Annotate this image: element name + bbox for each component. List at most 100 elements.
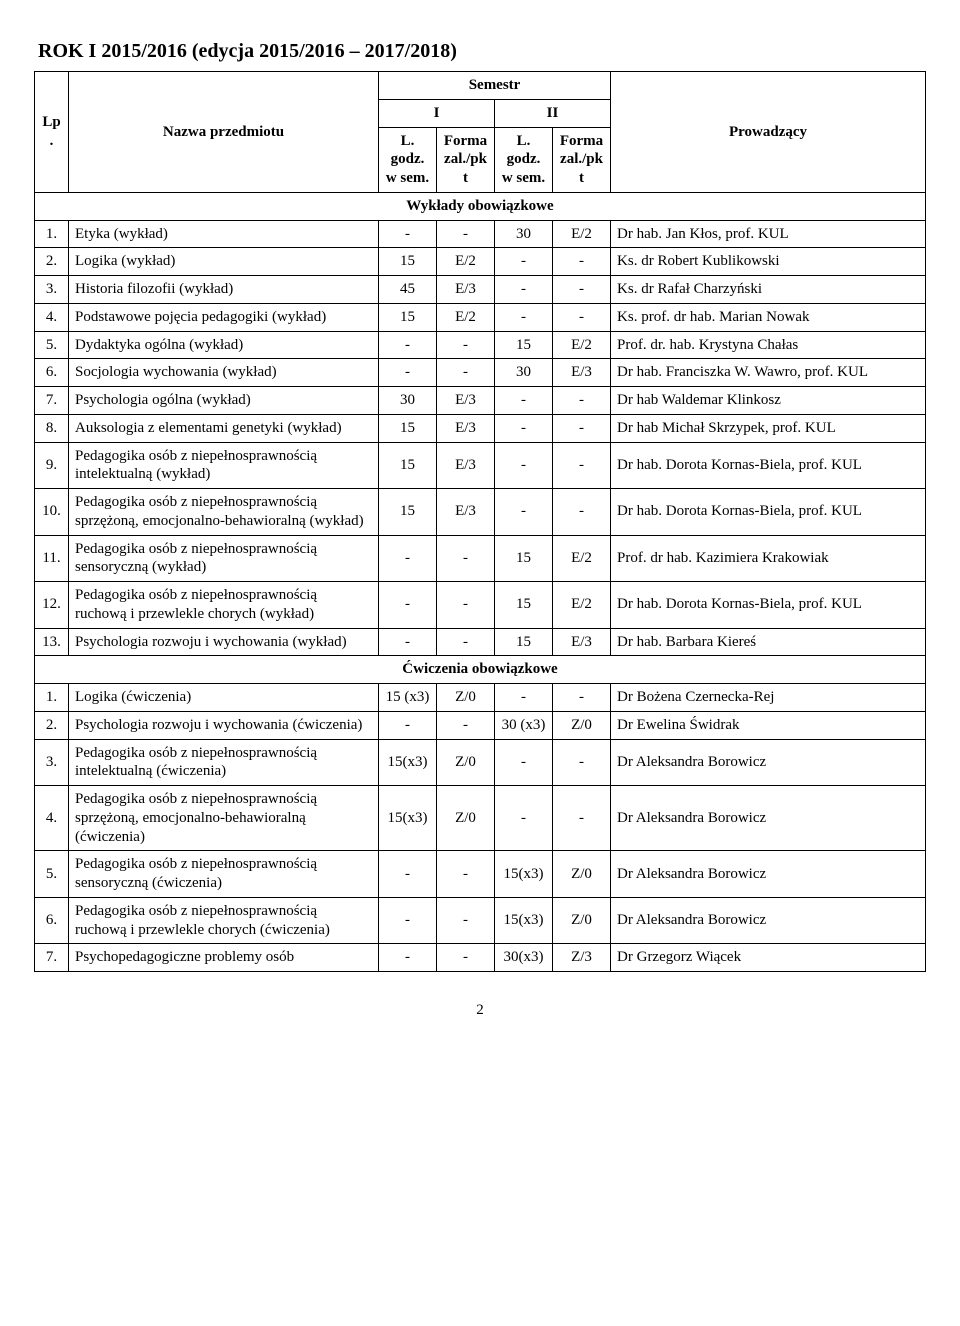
cell-lp: 6. <box>35 897 69 944</box>
cell-sem: - <box>437 582 495 629</box>
cell-sem: - <box>495 489 553 536</box>
cell-sem: 15 <box>495 535 553 582</box>
cell-lp: 4. <box>35 303 69 331</box>
th-sem-2: II <box>495 99 611 127</box>
cell-sem: - <box>553 786 611 851</box>
cell-sem: Z/0 <box>437 684 495 712</box>
cell-name: Pedagogika osób z niepełnosprawnością ru… <box>69 582 379 629</box>
cell-sem: Z/0 <box>437 786 495 851</box>
cell-lp: 2. <box>35 248 69 276</box>
cell-sem: - <box>553 684 611 712</box>
cell-sem: 15 <box>495 331 553 359</box>
cell-sem: Z/0 <box>553 897 611 944</box>
cell-sem: - <box>553 489 611 536</box>
curriculum-table: Lp. Nazwa przedmiotu Semestr Prowadzący … <box>34 71 926 972</box>
cell-prowadzacy: Dr Aleksandra Borowicz <box>611 897 926 944</box>
cell-sem: - <box>437 331 495 359</box>
cell-sem: - <box>379 220 437 248</box>
cell-sem: - <box>437 535 495 582</box>
cell-prowadzacy: Dr hab. Dorota Kornas-Biela, prof. KUL <box>611 582 926 629</box>
cell-lp: 9. <box>35 442 69 489</box>
table-row: 6.Pedagogika osób z niepełnosprawnością … <box>35 897 926 944</box>
cell-sem: - <box>379 851 437 898</box>
table-row: 8.Auksologia z elementami genetyki (wykł… <box>35 414 926 442</box>
cell-name: Pedagogika osób z niepełnosprawnością in… <box>69 442 379 489</box>
cell-sem: - <box>553 248 611 276</box>
cell-lp: 7. <box>35 944 69 972</box>
cell-sem: - <box>379 331 437 359</box>
cell-sem: E/2 <box>553 582 611 629</box>
cell-prowadzacy: Ks. prof. dr hab. Marian Nowak <box>611 303 926 331</box>
cell-sem: 15 <box>495 582 553 629</box>
cell-name: Podstawowe pojęcia pedagogiki (wykład) <box>69 303 379 331</box>
cell-sem: Z/0 <box>553 711 611 739</box>
cell-lp: 12. <box>35 582 69 629</box>
cell-sem: E/3 <box>437 387 495 415</box>
cell-sem: - <box>437 628 495 656</box>
table-row: 2.Logika (wykład)15E/2--Ks. dr Robert Ku… <box>35 248 926 276</box>
table-header: Lp. Nazwa przedmiotu Semestr Prowadzący … <box>35 72 926 193</box>
cell-lp: 13. <box>35 628 69 656</box>
cell-prowadzacy: Dr hab. Dorota Kornas-Biela, prof. KUL <box>611 442 926 489</box>
section-title: Ćwiczenia obowiązkowe <box>35 656 926 684</box>
cell-sem: - <box>495 248 553 276</box>
table-row: 5.Dydaktyka ogólna (wykład)--15E/2Prof. … <box>35 331 926 359</box>
cell-name: Psychopedagogiczne problemy osób <box>69 944 379 972</box>
cell-prowadzacy: Prof. dr hab. Kazimiera Krakowiak <box>611 535 926 582</box>
cell-sem: 15(x3) <box>495 851 553 898</box>
cell-sem: 15 <box>379 248 437 276</box>
table-row: 3.Historia filozofii (wykład)45E/3--Ks. … <box>35 276 926 304</box>
cell-name: Psychologia rozwoju i wychowania (ćwicze… <box>69 711 379 739</box>
table-row: 5.Pedagogika osób z niepełnosprawnością … <box>35 851 926 898</box>
cell-prowadzacy: Dr Aleksandra Borowicz <box>611 786 926 851</box>
cell-name: Pedagogika osób z niepełnosprawnością in… <box>69 739 379 786</box>
cell-sem: E/2 <box>553 331 611 359</box>
cell-prowadzacy: Dr hab. Barbara Kiereś <box>611 628 926 656</box>
table-row: 3.Pedagogika osób z niepełnosprawnością … <box>35 739 926 786</box>
cell-sem: E/2 <box>553 220 611 248</box>
cell-prowadzacy: Dr Ewelina Świdrak <box>611 711 926 739</box>
cell-sem: 15 <box>379 303 437 331</box>
cell-name: Psychologia rozwoju i wychowania (wykład… <box>69 628 379 656</box>
cell-name: Logika (wykład) <box>69 248 379 276</box>
cell-name: Etyka (wykład) <box>69 220 379 248</box>
cell-sem: - <box>553 739 611 786</box>
cell-lp: 3. <box>35 739 69 786</box>
cell-sem: 15(x3) <box>379 786 437 851</box>
cell-sem: E/3 <box>437 276 495 304</box>
cell-sem: E/2 <box>553 535 611 582</box>
th-forma-2: Forma zal./pkt <box>553 127 611 192</box>
table-row: 7.Psychologia ogólna (wykład)30E/3--Dr h… <box>35 387 926 415</box>
cell-sem: - <box>553 387 611 415</box>
cell-prowadzacy: Dr Grzegorz Wiącek <box>611 944 926 972</box>
cell-sem: - <box>495 442 553 489</box>
cell-sem: 15 (x3) <box>379 684 437 712</box>
cell-sem: 30 (x3) <box>495 711 553 739</box>
cell-sem: - <box>379 944 437 972</box>
cell-sem: - <box>437 711 495 739</box>
cell-name: Pedagogika osób z niepełnosprawnością se… <box>69 851 379 898</box>
cell-sem: - <box>437 944 495 972</box>
th-prowadzacy: Prowadzący <box>611 72 926 193</box>
cell-name: Socjologia wychowania (wykład) <box>69 359 379 387</box>
cell-sem: 45 <box>379 276 437 304</box>
table-row: 1.Etyka (wykład)--30E/2Dr hab. Jan Kłos,… <box>35 220 926 248</box>
cell-sem: - <box>437 359 495 387</box>
cell-sem: - <box>379 711 437 739</box>
cell-sem: 30(x3) <box>495 944 553 972</box>
cell-sem: - <box>553 442 611 489</box>
table-row: 6.Socjologia wychowania (wykład)--30E/3D… <box>35 359 926 387</box>
cell-sem: - <box>379 628 437 656</box>
cell-sem: - <box>495 303 553 331</box>
cell-lp: 5. <box>35 851 69 898</box>
table-row: 11.Pedagogika osób z niepełnosprawnością… <box>35 535 926 582</box>
cell-sem: 15 <box>495 628 553 656</box>
cell-sem: E/3 <box>437 414 495 442</box>
page-number: 2 <box>34 1002 926 1019</box>
cell-sem: 30 <box>495 359 553 387</box>
table-row: 1.Logika (ćwiczenia)15 (x3)Z/0--Dr Bożen… <box>35 684 926 712</box>
table-row: 9.Pedagogika osób z niepełnosprawnością … <box>35 442 926 489</box>
cell-lp: 2. <box>35 711 69 739</box>
cell-sem: E/3 <box>437 442 495 489</box>
cell-sem: 15(x3) <box>495 897 553 944</box>
